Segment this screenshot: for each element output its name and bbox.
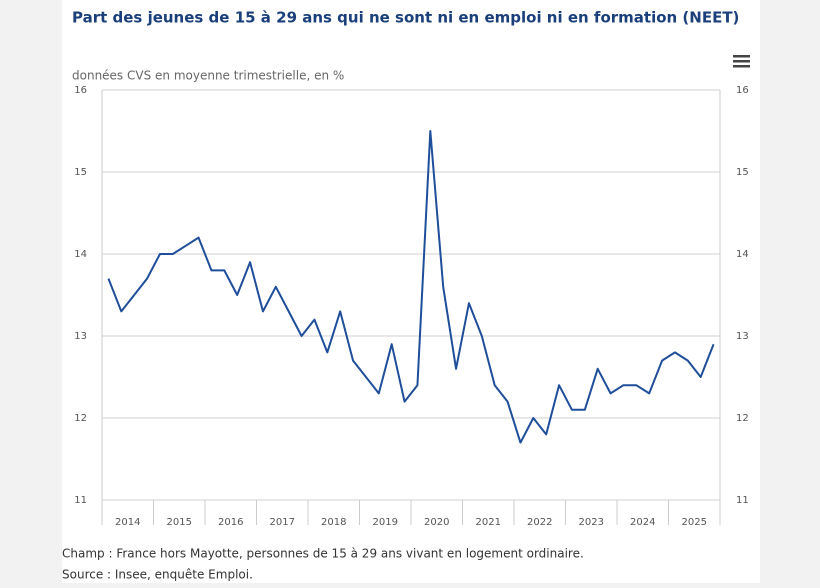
x-tick-label: 2019 — [373, 517, 398, 528]
x-tick-label: 2014 — [115, 517, 140, 528]
chart-title: Part des jeunes de 15 à 29 ans qui ne so… — [72, 9, 739, 27]
x-tick-label: 2017 — [270, 517, 295, 528]
x-tick-label: 2022 — [527, 517, 552, 528]
y-tick-label: 16 — [74, 85, 87, 96]
chart-subtitle: données CVS en moyenne trimestrielle, en… — [72, 69, 344, 83]
x-tick-label: 2020 — [424, 517, 449, 528]
y2-tick-label: 16 — [736, 85, 749, 96]
panel — [62, 0, 760, 583]
note: Source : Insee, enquête Emploi. — [62, 568, 253, 582]
y2-tick-label: 13 — [736, 331, 749, 342]
x-tick-label: 2016 — [218, 517, 243, 528]
x-tick-label: 2021 — [476, 517, 501, 528]
x-tick-label: 2023 — [579, 517, 604, 528]
menu-icon[interactable] — [733, 55, 750, 68]
x-tick-label: 2024 — [630, 517, 655, 528]
note: Champ : France hors Mayotte, personnes d… — [62, 547, 584, 561]
y2-tick-label: 11 — [736, 495, 749, 506]
y2-tick-label: 12 — [736, 413, 749, 424]
x-tick-label: 2015 — [167, 517, 192, 528]
x-tick-label: 2025 — [682, 517, 707, 528]
series-line — [107, 130, 715, 444]
y2-tick-label: 15 — [736, 167, 749, 178]
y-tick-label: 12 — [74, 413, 87, 424]
y-tick-label: 15 — [74, 167, 87, 178]
y-tick-label: 11 — [74, 495, 87, 506]
y-tick-label: 14 — [74, 249, 87, 260]
y-tick-label: 13 — [74, 331, 87, 342]
x-tick-label: 2018 — [321, 517, 346, 528]
y2-tick-label: 14 — [736, 249, 749, 260]
